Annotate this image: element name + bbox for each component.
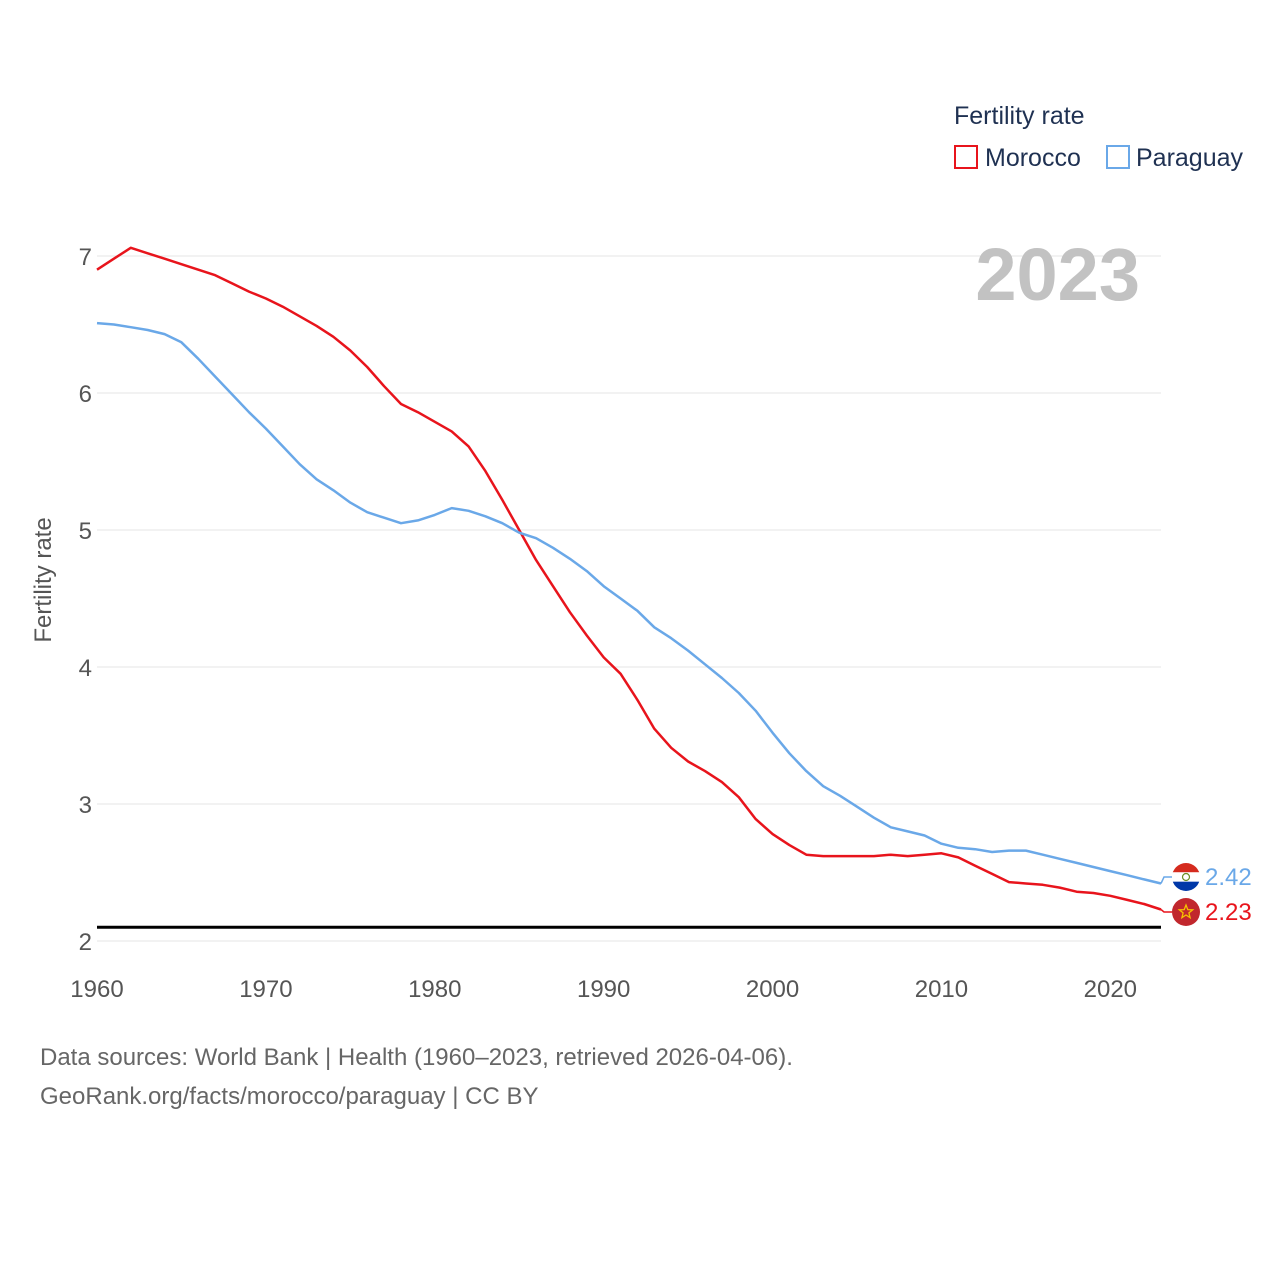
legend-item-morocco[interactable]: Morocco bbox=[954, 144, 1081, 172]
legend-swatch-morocco bbox=[954, 145, 978, 169]
y-tick-label: 7 bbox=[79, 244, 92, 271]
legend-swatch-paraguay bbox=[1106, 145, 1130, 169]
end-value-morocco: 2.23 bbox=[1205, 899, 1252, 926]
x-tick-label: 1980 bbox=[408, 976, 461, 1003]
y-tick-label: 2 bbox=[79, 929, 92, 956]
y-axis-ticks: 2 3 4 5 6 7 bbox=[79, 244, 92, 956]
x-axis-ticks: 1960 1970 1980 1990 2000 2010 2020 bbox=[70, 976, 1137, 1003]
end-leader bbox=[1160, 908, 1172, 913]
series-lines bbox=[96, 246, 1162, 911]
footer-attribution: GeoRank.org/facts/morocco/paraguay | CC … bbox=[40, 1083, 539, 1110]
year-label: 2023 bbox=[975, 233, 1140, 316]
x-tick-label: 1970 bbox=[239, 976, 292, 1003]
y-tick-label: 6 bbox=[79, 381, 92, 408]
legend: Fertility rate Morocco Paraguay bbox=[954, 102, 1244, 172]
end-markers: 2.23 2.42 bbox=[1160, 863, 1252, 926]
series-line-morocco[interactable] bbox=[96, 246, 1162, 911]
y-tick-label: 4 bbox=[79, 655, 92, 682]
x-tick-label: 2010 bbox=[915, 976, 968, 1003]
y-tick-label: 3 bbox=[79, 792, 92, 819]
x-tick-label: 2020 bbox=[1084, 976, 1137, 1003]
morocco-flag-icon bbox=[1172, 898, 1200, 926]
paraguay-flag-icon bbox=[1172, 863, 1200, 891]
gridlines bbox=[97, 255, 1161, 942]
legend-label-paraguay: Paraguay bbox=[1136, 144, 1244, 172]
footer-sources: Data sources: World Bank | Health (1960–… bbox=[40, 1044, 793, 1071]
y-tick-label: 5 bbox=[79, 518, 92, 545]
series-line-paraguay[interactable] bbox=[96, 321, 1162, 885]
end-leader bbox=[1160, 876, 1172, 884]
x-tick-label: 2000 bbox=[746, 976, 799, 1003]
end-value-paraguay: 2.42 bbox=[1205, 864, 1252, 891]
legend-title: Fertility rate bbox=[954, 102, 1085, 130]
x-tick-label: 1960 bbox=[70, 976, 123, 1003]
y-axis-title: Fertility rate bbox=[30, 517, 57, 642]
legend-item-paraguay[interactable]: Paraguay bbox=[1106, 144, 1244, 172]
x-tick-label: 1990 bbox=[577, 976, 630, 1003]
legend-label-morocco: Morocco bbox=[985, 144, 1081, 172]
